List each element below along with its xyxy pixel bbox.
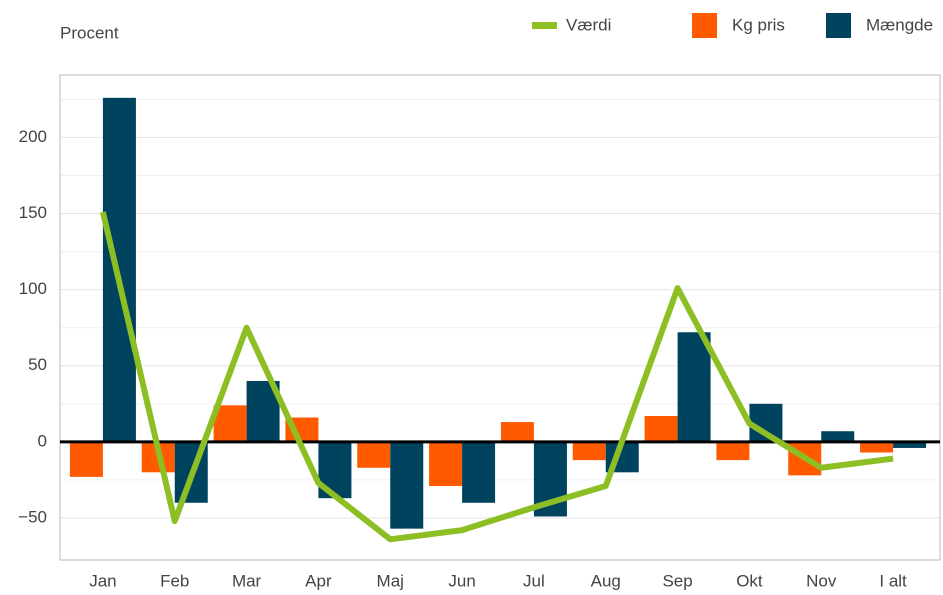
x-tick-label: Apr <box>305 571 332 590</box>
legend-label: Værdi <box>566 15 611 34</box>
legend-swatch <box>826 13 851 38</box>
bar <box>429 441 463 487</box>
y-axis-label: Procent <box>60 23 119 42</box>
bar <box>860 441 894 453</box>
x-tick-label: Feb <box>160 571 189 590</box>
bar <box>213 405 247 442</box>
line <box>99 211 894 543</box>
x-tick-label: Aug <box>591 571 621 590</box>
y-tick-label: 50 <box>28 355 47 374</box>
x-tick-label: Jan <box>89 571 116 590</box>
bar <box>462 441 496 503</box>
x-tick-label: I alt <box>879 571 907 590</box>
bar <box>644 415 678 442</box>
legend-swatch <box>692 13 717 38</box>
x-tick-label: Nov <box>806 571 837 590</box>
plot-border <box>59 74 941 561</box>
bar <box>893 441 927 448</box>
y-tick-label: 200 <box>19 127 47 146</box>
y-tick-label: 100 <box>19 279 47 298</box>
bar <box>821 431 855 442</box>
x-tick-label: Jun <box>448 571 475 590</box>
legend-swatch <box>532 22 557 29</box>
x-tick-label: Okt <box>736 571 763 590</box>
x-tick-label: Maj <box>377 571 404 590</box>
x-tick-label: Sep <box>662 571 692 590</box>
bar <box>69 441 103 477</box>
y-tick-label: −50 <box>18 507 47 526</box>
y-tick-label: 150 <box>19 203 47 222</box>
bar <box>500 422 534 442</box>
legend-label: Mængde <box>866 15 933 34</box>
bar <box>716 441 750 461</box>
x-tick-label: Mar <box>232 571 262 590</box>
bar <box>390 441 424 529</box>
bar <box>357 441 391 468</box>
legend-label: Kg pris <box>732 15 785 34</box>
bar <box>572 441 606 461</box>
x-tick-label: Jul <box>523 571 545 590</box>
bar <box>677 332 711 442</box>
y-tick-label: 0 <box>38 431 47 450</box>
